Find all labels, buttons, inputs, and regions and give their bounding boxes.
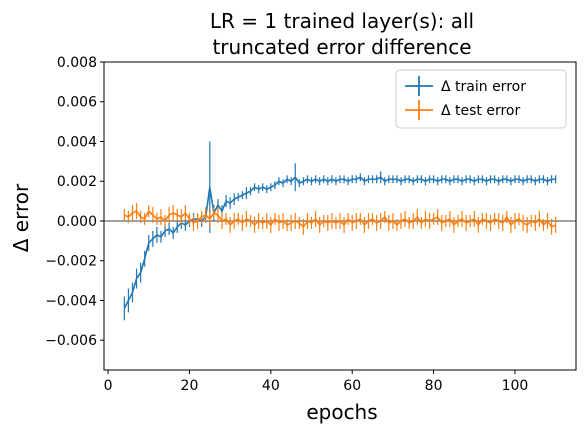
x-tick-label: 60 <box>343 378 361 394</box>
legend-box <box>395 69 567 129</box>
series-1-line <box>123 210 557 228</box>
legend: Δ train error Δ test error <box>395 69 567 129</box>
axes-frame <box>103 61 577 371</box>
x-tick-label: 0 <box>104 378 113 394</box>
legend-label-train: Δ train error <box>441 79 526 95</box>
y-tick-label: −0.002 <box>45 254 97 270</box>
x-tick-label: 20 <box>181 378 199 394</box>
x-axis-label: epochs <box>306 400 377 424</box>
legend-label-test: Δ test error <box>441 103 521 119</box>
x-tick-label: 40 <box>262 378 280 394</box>
plot-area: 0 20 40 60 80 100 −0.006 −0.004 −0.002 0.000 0.002… <box>45 55 577 394</box>
x-tick-label: 80 <box>425 378 443 394</box>
y-tick-label: 0.002 <box>57 174 97 190</box>
series-0-line <box>123 176 556 309</box>
y-tick-label: 0.006 <box>57 95 97 111</box>
x-tick-label: 100 <box>502 378 529 394</box>
y-tick-label: −0.004 <box>45 293 97 309</box>
y-tick-label: 0.004 <box>57 134 97 150</box>
chart-title-line-2: truncated error difference <box>212 35 471 59</box>
y-axis-label: Δ error <box>9 183 33 252</box>
y-tick-label: −0.006 <box>45 333 97 349</box>
y-tick-label: 0.008 <box>57 55 97 71</box>
y-tick-label: 0.000 <box>57 214 97 230</box>
chart-title-line-1: LR = 1 trained layer(s): all <box>210 9 474 33</box>
